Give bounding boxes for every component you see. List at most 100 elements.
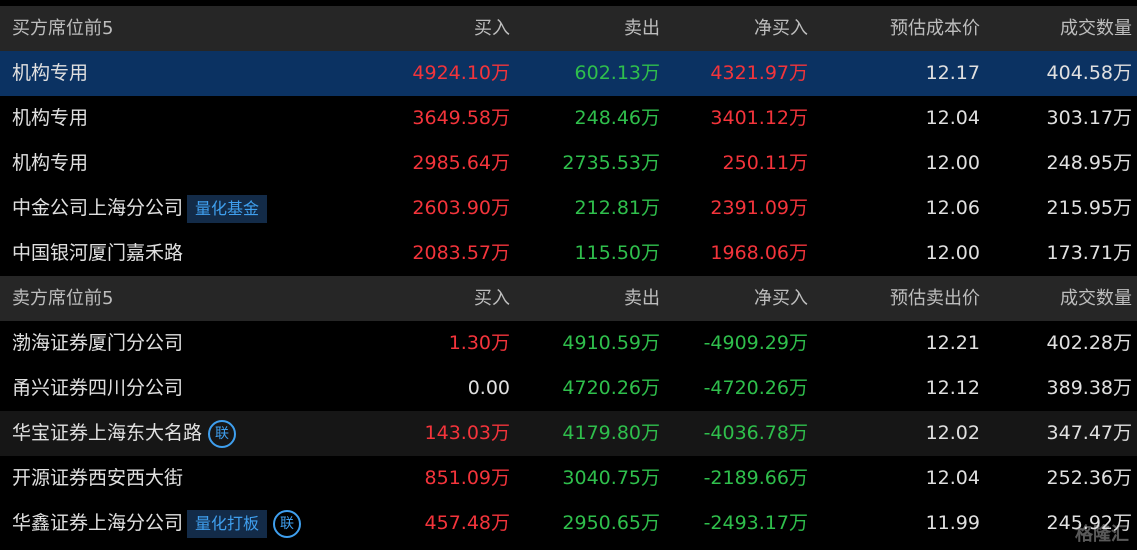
value-cell: 12.04 [925,107,980,129]
seat-row[interactable]: 华鑫证券上海分公司 量化打板联 457.48万 2950.65万 -2493.17万 11… [0,501,1137,546]
linked-badge[interactable]: 联 [208,419,237,448]
seat-name: 机构专用 [12,62,89,84]
value-cell: 2985.64万 [412,152,510,174]
value-cell: -4720.26万 [703,377,808,399]
seat-name: 甬兴证券四川分公司 [12,377,184,399]
value-cell: -4036.78万 [703,422,808,444]
value-cell: 2603.90万 [412,197,510,219]
value-cell: 1968.06万 [710,242,808,264]
value-cell: 851.09万 [424,467,510,489]
seat-name-cell: 华宝证券上海东大名路联 [12,411,237,456]
value-cell: 215.95万 [1046,197,1132,219]
value-cell: 4321.97万 [710,62,808,84]
column-header: 预估成本价 [890,18,980,39]
value-cell: -2493.17万 [703,512,808,534]
value-cell: 457.48万 [424,512,510,534]
value-cell: 3649.58万 [412,107,510,129]
value-cell: 1.30万 [448,332,510,354]
seat-row[interactable]: 机构专用 3649.58万 248.46万 3401.12万 12.04 303.17万 [0,96,1137,141]
linked-badge[interactable]: 联 [273,509,302,538]
seat-row[interactable]: 机构专用 4924.10万 602.13万 4321.97万 12.17 404.58万 [0,51,1137,96]
seat-name-cell: 甬兴证券四川分公司 [12,366,183,411]
column-header: 买入 [474,18,510,39]
value-cell: 248.95万 [1046,152,1132,174]
value-cell: -2189.66万 [703,467,808,489]
column-header: 预估卖出价 [890,288,980,309]
value-cell: 2391.09万 [710,197,808,219]
value-cell: 303.17万 [1046,107,1132,129]
seat-row[interactable]: 中国银河厦门嘉禾路 2083.57万 115.50万 1968.06万 12.00 173… [0,231,1137,276]
seat-name-cell: 机构专用 [12,51,88,96]
section-header: 买方席位前5 买入 卖出 净买入 预估成本价 成交数量 [0,6,1137,51]
value-cell: 602.13万 [574,62,660,84]
seat-name-cell: 华鑫证券上海分公司 量化打板联 [12,501,302,546]
seat-name-cell: 中金公司上海分公司 量化基金 [12,186,268,231]
seat-row[interactable]: 中金公司上海分公司 量化基金 2603.90万 212.81万 2391.09万 12.0… [0,186,1137,231]
section-header: 卖方席位前5 买入 卖出 净买入 预估卖出价 成交数量 [0,276,1137,321]
seat-name: 开源证券西安西大街 [12,467,184,489]
seat-row[interactable]: 华宝证券上海东大名路联 143.03万 4179.80万 -4036.78万 12.02… [0,411,1137,456]
value-cell: 173.71万 [1046,242,1132,264]
value-cell: 3401.12万 [710,107,808,129]
value-cell: 212.81万 [574,197,660,219]
seat-name-cell: 机构专用 [12,96,88,141]
value-cell: 250.11万 [722,152,808,174]
seat-name: 渤海证券厦门分公司 [12,332,184,354]
column-header: 净买入 [754,288,808,309]
value-cell: 115.50万 [574,242,660,264]
seat-tag[interactable]: 量化基金 [187,194,268,223]
value-cell: 12.00 [925,242,980,264]
value-cell: 0.00 [467,377,510,399]
value-cell: 12.21 [925,332,980,354]
seat-name-cell: 机构专用 [12,141,88,186]
value-cell: 4910.59万 [562,332,660,354]
value-cell: 12.02 [925,422,980,444]
value-cell: -4909.29万 [703,332,808,354]
value-cell: 4720.26万 [562,377,660,399]
seat-row[interactable]: 甬兴证券四川分公司 0.00 4720.26万 -4720.26万 12.12 389.3… [0,366,1137,411]
value-cell: 4179.80万 [562,422,660,444]
value-cell: 347.47万 [1046,422,1132,444]
value-cell: 12.12 [925,377,980,399]
value-cell: 3040.75万 [562,467,660,489]
column-header: 卖出 [624,288,660,309]
value-cell: 12.00 [925,152,980,174]
seat-name: 华宝证券上海东大名路 [12,422,203,444]
column-header: 卖方席位前5 [12,288,114,309]
value-cell: 2950.65万 [562,512,660,534]
value-cell: 12.17 [925,62,980,84]
value-cell: 2083.57万 [412,242,510,264]
column-header: 成交数量 [1060,288,1132,309]
seat-row[interactable]: 渤海证券厦门分公司 1.30万 4910.59万 -4909.29万 12.21 402.… [0,321,1137,366]
column-header: 净买入 [754,18,808,39]
value-cell: 4924.10万 [412,62,510,84]
seat-name: 机构专用 [12,152,89,174]
column-header: 卖出 [624,18,660,39]
seat-row[interactable]: 机构专用 2985.64万 2735.53万 250.11万 12.00 248.95万 [0,141,1137,186]
seat-name-cell: 开源证券西安西大街 [12,456,183,501]
column-header: 买方席位前5 [12,18,114,39]
seat-name-cell: 中国银河厦门嘉禾路 [12,231,183,276]
value-cell: 11.99 [925,512,980,534]
value-cell: 12.06 [925,197,980,219]
seat-name-cell: 渤海证券厦门分公司 [12,321,183,366]
column-header: 买入 [474,288,510,309]
seat-name: 华鑫证券上海分公司 [12,512,184,534]
watermark: 格隆汇 [1075,524,1129,545]
value-cell: 248.46万 [574,107,660,129]
column-header: 成交数量 [1060,18,1132,39]
value-cell: 402.28万 [1046,332,1132,354]
seat-name: 中国银河厦门嘉禾路 [12,242,184,264]
seat-row[interactable]: 开源证券西安西大街 851.09万 3040.75万 -2189.66万 12.04 25… [0,456,1137,501]
seat-name: 中金公司上海分公司 [12,197,184,219]
value-cell: 2735.53万 [562,152,660,174]
value-cell: 404.58万 [1046,62,1132,84]
seat-tag[interactable]: 量化打板 [187,509,268,538]
seat-name: 机构专用 [12,107,89,129]
value-cell: 252.36万 [1046,467,1132,489]
value-cell: 245.92万 [1046,512,1132,534]
value-cell: 389.38万 [1046,377,1132,399]
value-cell: 143.03万 [424,422,510,444]
value-cell: 12.04 [925,467,980,489]
